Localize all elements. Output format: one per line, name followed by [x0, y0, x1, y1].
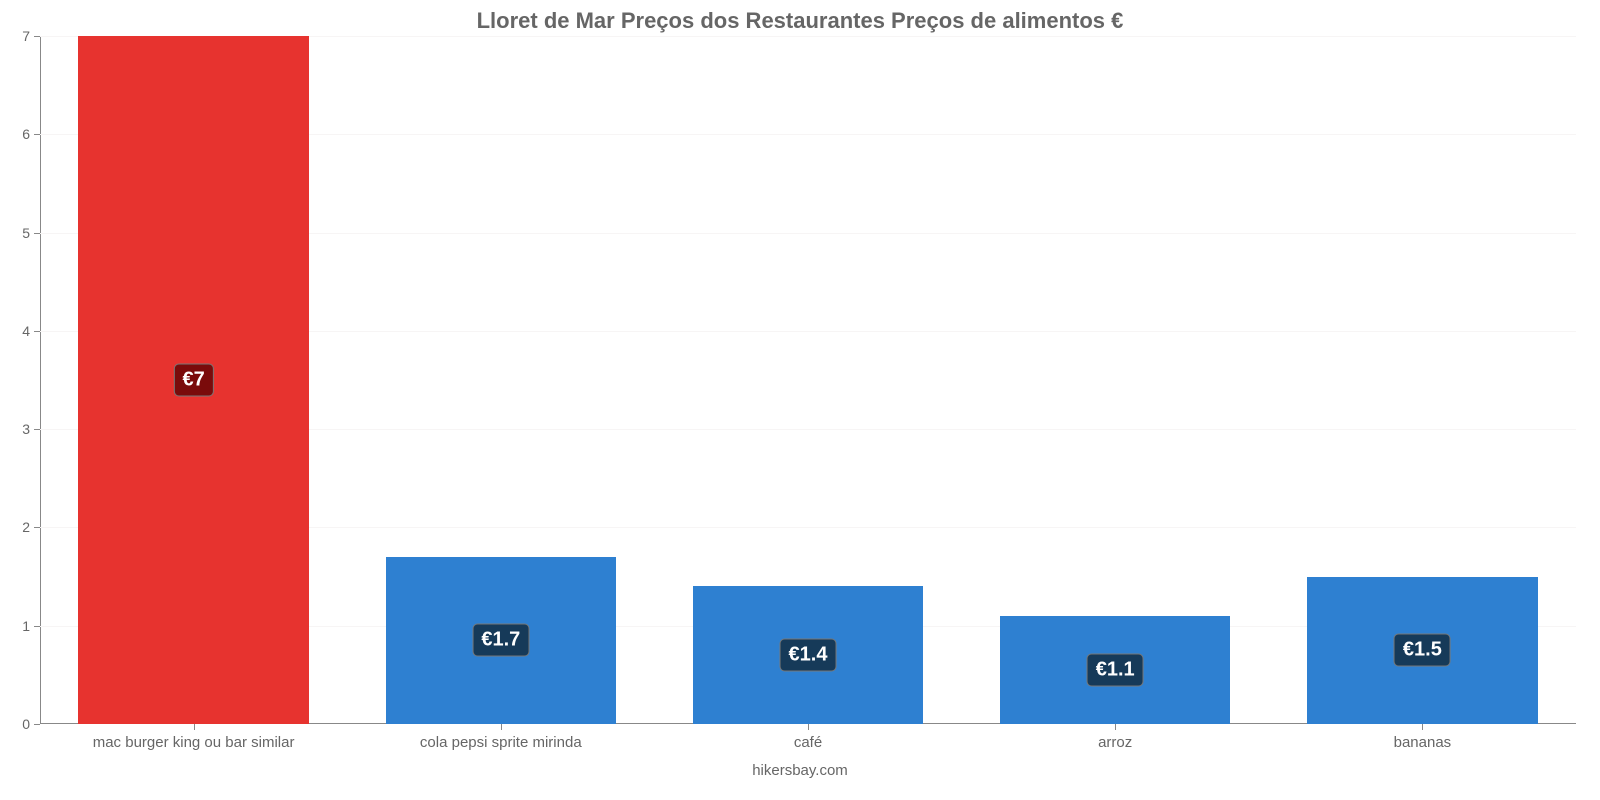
bar-value-badge: €1.5: [1394, 634, 1451, 667]
y-tick-mark: [34, 233, 40, 234]
x-category-label: mac burger king ou bar similar: [93, 724, 295, 751]
bar-value-badge: €1.1: [1087, 653, 1144, 686]
y-tick-mark: [34, 527, 40, 528]
y-tick-mark: [34, 724, 40, 725]
bar-value-label: €1.1: [1087, 653, 1144, 686]
bar-value-label: €1.7: [472, 624, 529, 657]
y-tick-mark: [34, 626, 40, 627]
bar-value-label: €1.4: [780, 639, 837, 672]
y-tick-mark: [34, 429, 40, 430]
bar-value-label: €7: [173, 364, 213, 397]
bar-value-badge: €7: [173, 364, 213, 397]
price-bar-chart: Lloret de Mar Preços dos Restaurantes Pr…: [0, 0, 1600, 800]
y-axis: [40, 36, 41, 724]
y-tick-mark: [34, 36, 40, 37]
chart-title: Lloret de Mar Preços dos Restaurantes Pr…: [0, 8, 1600, 34]
bar-value-badge: €1.4: [780, 639, 837, 672]
bar-value-label: €1.5: [1394, 634, 1451, 667]
plot-area: 01234567mac burger king ou bar similar€7…: [40, 36, 1576, 724]
x-category-label: arroz: [1098, 724, 1132, 751]
bar-value-badge: €1.7: [472, 624, 529, 657]
chart-footer: hikersbay.com: [0, 762, 1600, 779]
x-category-label: bananas: [1394, 724, 1452, 751]
x-category-label: cola pepsi sprite mirinda: [420, 724, 582, 751]
y-tick-mark: [34, 134, 40, 135]
y-tick-mark: [34, 331, 40, 332]
x-category-label: café: [794, 724, 822, 751]
